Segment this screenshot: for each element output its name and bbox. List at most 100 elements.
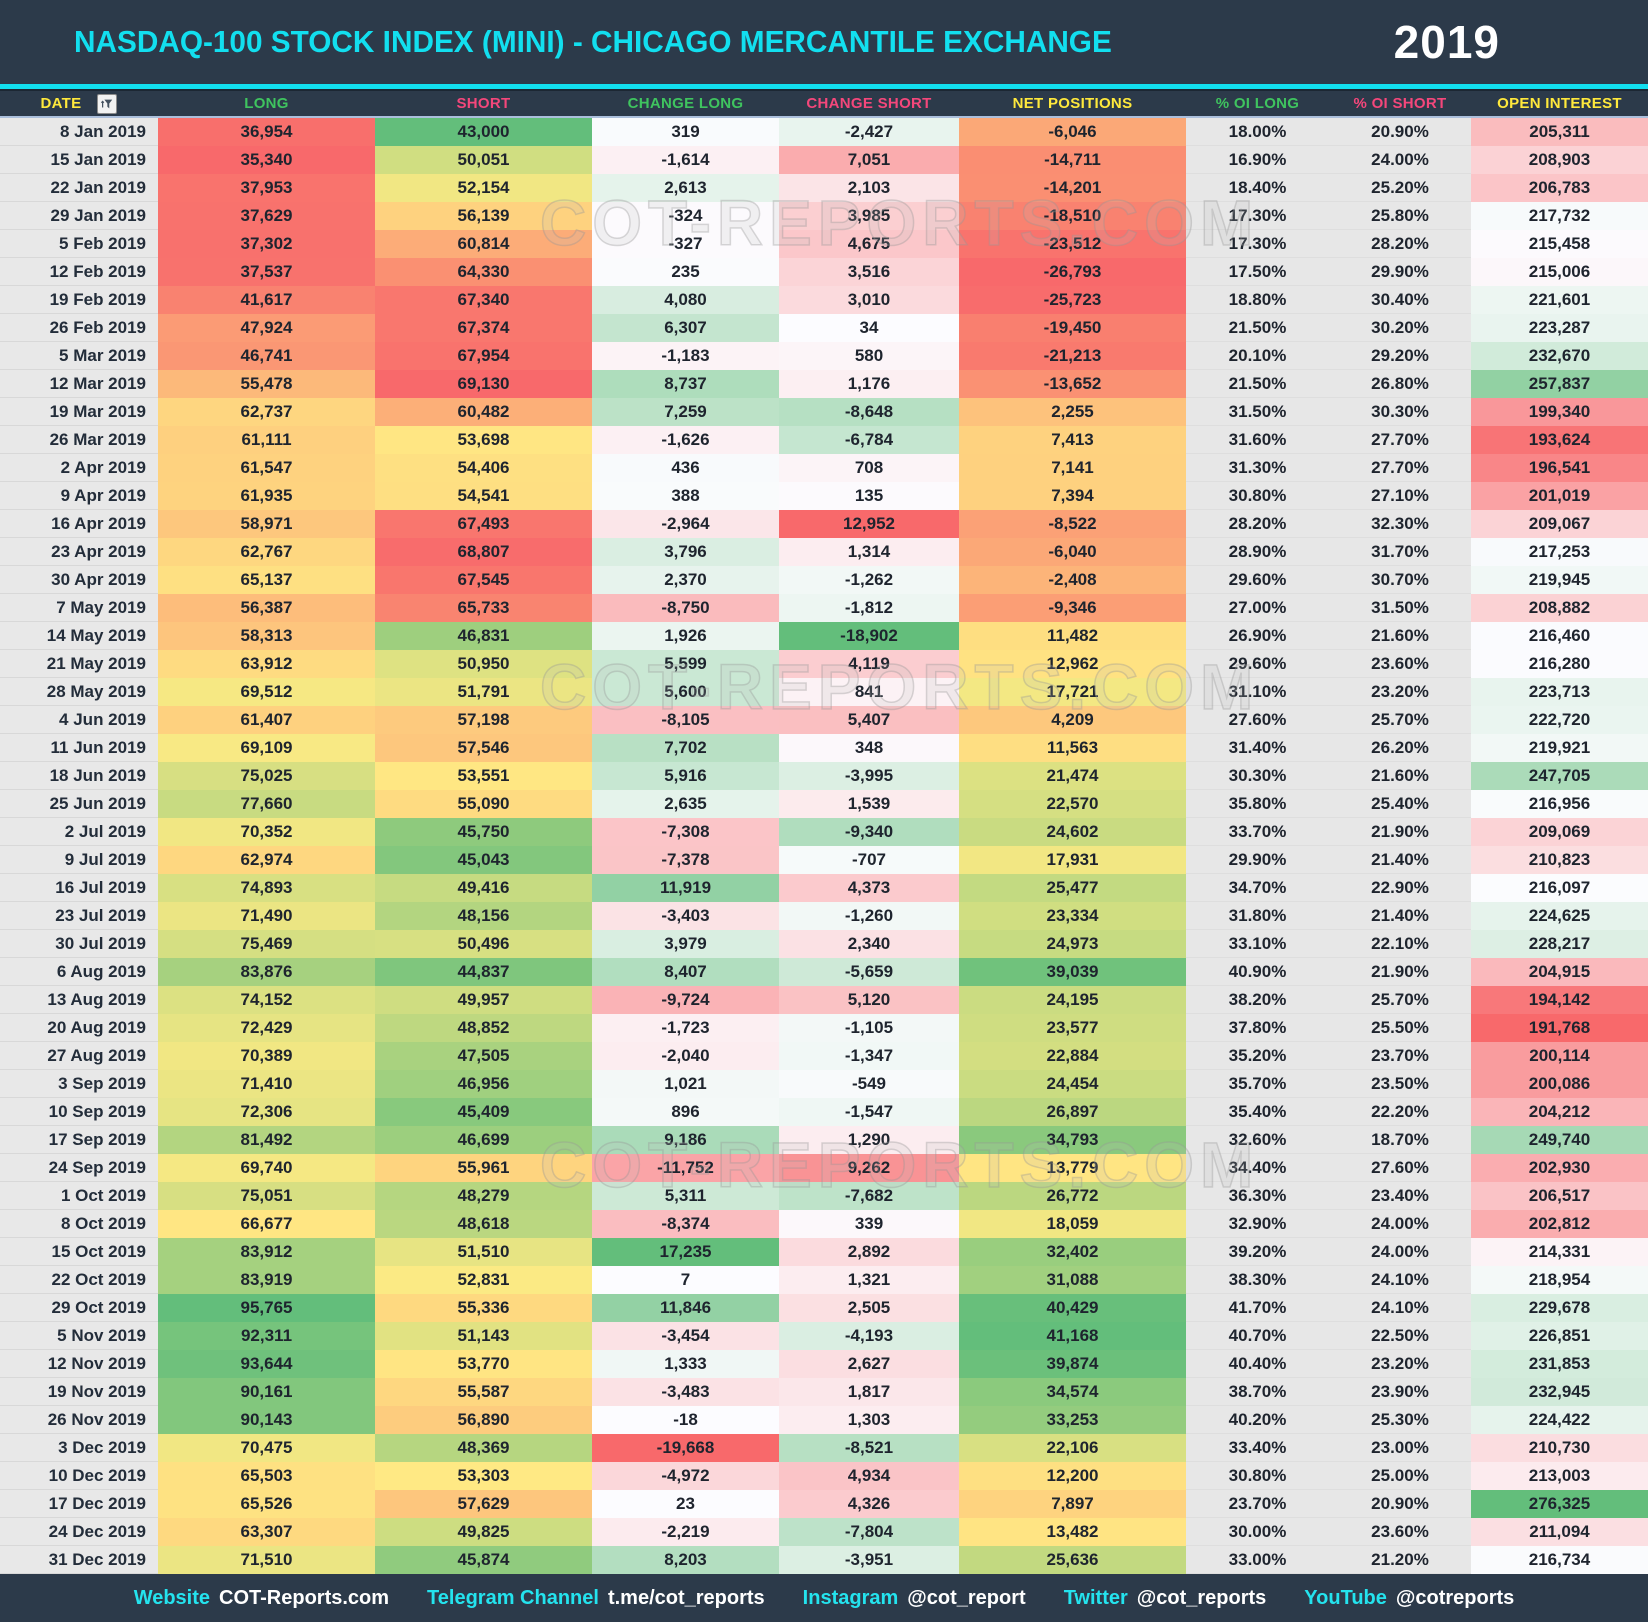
cell-oi-short-pct: 22.10% [1329, 930, 1471, 958]
cell-change-short: -1,260 [779, 902, 959, 930]
cell-date: 19 Nov 2019 [0, 1378, 158, 1406]
cell-change-short: -7,682 [779, 1182, 959, 1210]
cell-long: 61,111 [158, 426, 375, 454]
cell-oi-short-pct: 21.60% [1329, 622, 1471, 650]
cell-date: 29 Jan 2019 [0, 202, 158, 230]
cell-open-interest: 209,069 [1471, 818, 1648, 846]
cell-long: 58,313 [158, 622, 375, 650]
instagram-link[interactable]: Instagram @cot_report [803, 1587, 1026, 1610]
cell-oi-long-pct: 39.20% [1186, 1238, 1329, 1266]
cell-change-short: 1,321 [779, 1266, 959, 1294]
cell-oi-short-pct: 23.90% [1329, 1378, 1471, 1406]
footer-bar: Website COT-Reports.com Telegram Channel… [0, 1574, 1648, 1622]
cell-oi-long-pct: 31.60% [1186, 426, 1329, 454]
cell-date: 15 Oct 2019 [0, 1238, 158, 1266]
cell-short: 67,493 [375, 510, 592, 538]
cell-change-long: 319 [592, 118, 779, 146]
cell-long: 74,893 [158, 874, 375, 902]
youtube-link[interactable]: YouTube @cotreports [1304, 1587, 1514, 1610]
cell-short: 49,416 [375, 874, 592, 902]
cell-short: 53,770 [375, 1350, 592, 1378]
cell-date: 10 Dec 2019 [0, 1462, 158, 1490]
date-filter-icon[interactable] [97, 93, 118, 114]
cell-long: 92,311 [158, 1322, 375, 1350]
twitter-link[interactable]: Twitter @cot_reports [1064, 1587, 1267, 1610]
title-bar: NASDAQ-100 STOCK INDEX (MINI) - CHICAGO … [0, 0, 1648, 84]
cell-net-positions: 39,039 [959, 958, 1186, 986]
cell-short: 54,541 [375, 482, 592, 510]
cell-short: 60,814 [375, 230, 592, 258]
cell-long: 65,137 [158, 566, 375, 594]
cell-date: 7 May 2019 [0, 594, 158, 622]
cell-change-long: 7 [592, 1266, 779, 1294]
cell-change-long: -324 [592, 202, 779, 230]
cell-change-short: 4,326 [779, 1490, 959, 1518]
cell-long: 72,429 [158, 1014, 375, 1042]
cell-change-long: -3,454 [592, 1322, 779, 1350]
cell-change-long: 5,600 [592, 678, 779, 706]
cell-short: 65,733 [375, 594, 592, 622]
youtube-value: @cotreports [1395, 1586, 1515, 1609]
cell-long: 90,143 [158, 1406, 375, 1434]
cell-oi-short-pct: 24.00% [1329, 1238, 1471, 1266]
cell-net-positions: 34,793 [959, 1126, 1186, 1154]
cell-change-short: 5,120 [779, 986, 959, 1014]
cell-open-interest: 210,823 [1471, 846, 1648, 874]
cell-oi-long-pct: 37.80% [1186, 1014, 1329, 1042]
cell-open-interest: 217,253 [1471, 538, 1648, 566]
cell-short: 48,618 [375, 1210, 592, 1238]
cell-oi-long-pct: 30.80% [1186, 1462, 1329, 1490]
cell-date: 21 May 2019 [0, 650, 158, 678]
cell-open-interest: 199,340 [1471, 398, 1648, 426]
cell-oi-short-pct: 30.20% [1329, 314, 1471, 342]
cell-oi-long-pct: 17.30% [1186, 230, 1329, 258]
cell-open-interest: 216,460 [1471, 622, 1648, 650]
cell-oi-long-pct: 27.00% [1186, 594, 1329, 622]
cell-net-positions: -6,046 [959, 118, 1186, 146]
cell-change-short: 7,051 [779, 146, 959, 174]
cell-change-long: 5,916 [592, 762, 779, 790]
cell-short: 49,825 [375, 1518, 592, 1546]
cell-net-positions: 7,413 [959, 426, 1186, 454]
column-header-open-interest: OPEN INTEREST [1471, 91, 1648, 116]
cell-oi-short-pct: 27.70% [1329, 426, 1471, 454]
cell-change-long: 896 [592, 1098, 779, 1126]
cell-oi-long-pct: 17.50% [1186, 258, 1329, 286]
cell-open-interest: 201,019 [1471, 482, 1648, 510]
cell-oi-short-pct: 28.20% [1329, 230, 1471, 258]
cell-change-short: 5,407 [779, 706, 959, 734]
cell-net-positions: -26,793 [959, 258, 1186, 286]
twitter-label: Twitter [1063, 1586, 1128, 1609]
cell-change-long: 3,796 [592, 538, 779, 566]
cell-oi-short-pct: 23.00% [1329, 1434, 1471, 1462]
cell-long: 37,537 [158, 258, 375, 286]
column-header-date: DATE [0, 91, 158, 116]
cell-short: 48,279 [375, 1182, 592, 1210]
cell-net-positions: 23,577 [959, 1014, 1186, 1042]
cell-oi-long-pct: 18.80% [1186, 286, 1329, 314]
cell-oi-long-pct: 18.00% [1186, 118, 1329, 146]
cell-change-short: 3,516 [779, 258, 959, 286]
cell-date: 3 Dec 2019 [0, 1434, 158, 1462]
cell-oi-short-pct: 23.20% [1329, 1350, 1471, 1378]
cell-change-long: -8,750 [592, 594, 779, 622]
column-header-label-open-interest: OPEN INTEREST [1497, 95, 1622, 112]
cell-change-long: 11,919 [592, 874, 779, 902]
cell-short: 57,546 [375, 734, 592, 762]
cell-net-positions: 18,059 [959, 1210, 1186, 1238]
cell-change-long: -1,183 [592, 342, 779, 370]
cell-oi-short-pct: 30.40% [1329, 286, 1471, 314]
column-header-change-long: CHANGE LONG [592, 91, 779, 116]
website-link[interactable]: Website COT-Reports.com [134, 1587, 389, 1610]
cell-open-interest: 219,921 [1471, 734, 1648, 762]
cell-change-long: -7,308 [592, 818, 779, 846]
cell-date: 22 Oct 2019 [0, 1266, 158, 1294]
cell-change-short: 1,314 [779, 538, 959, 566]
cell-date: 26 Nov 2019 [0, 1406, 158, 1434]
cell-change-long: -18 [592, 1406, 779, 1434]
cell-change-short: -3,995 [779, 762, 959, 790]
cell-oi-long-pct: 21.50% [1186, 370, 1329, 398]
cell-change-long: -8,105 [592, 706, 779, 734]
cell-oi-short-pct: 24.10% [1329, 1294, 1471, 1322]
telegram-link[interactable]: Telegram Channel t.me/cot_reports [427, 1587, 765, 1610]
